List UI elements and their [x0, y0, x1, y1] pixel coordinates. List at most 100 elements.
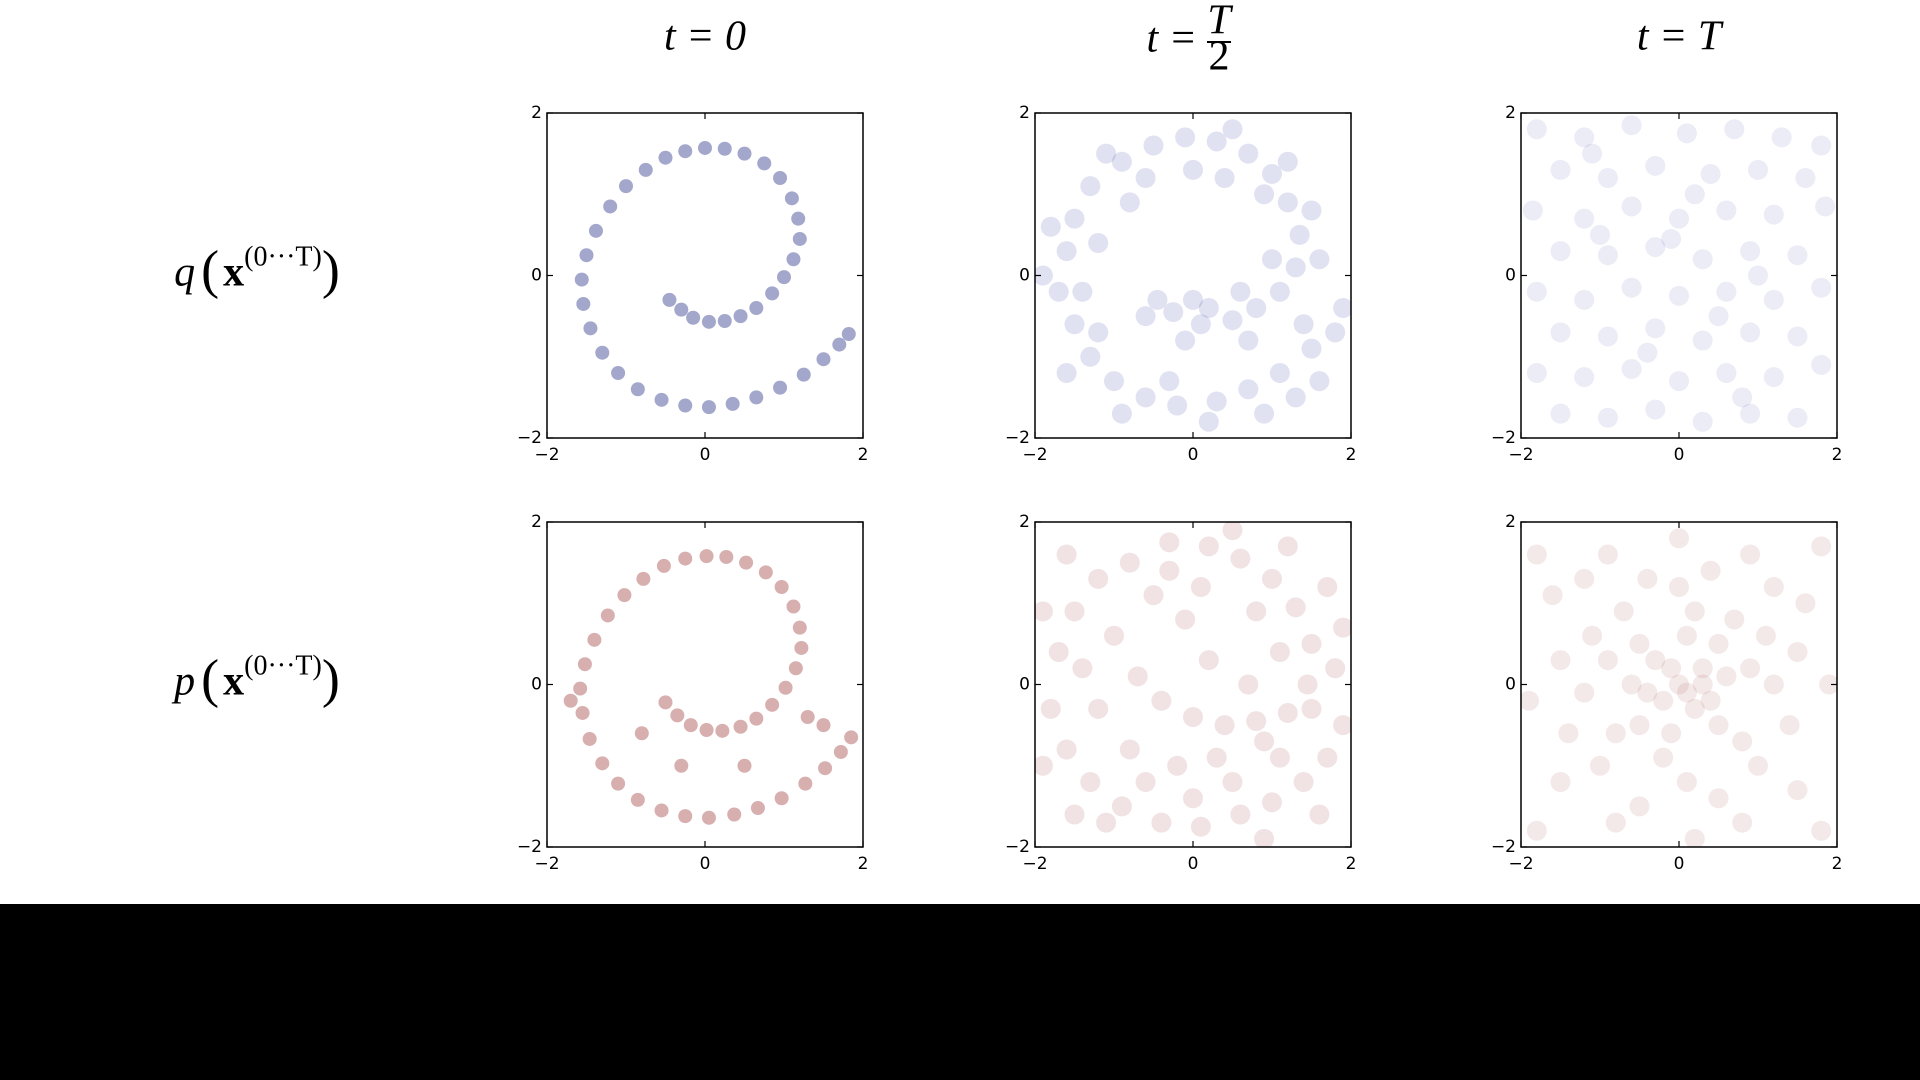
x-tick-label: 0: [700, 854, 711, 874]
point: [1147, 289, 1168, 310]
point: [1135, 772, 1156, 792]
point: [587, 632, 602, 647]
point: [1716, 363, 1737, 383]
point: [792, 620, 807, 635]
point: [579, 248, 594, 263]
point: [1064, 314, 1085, 335]
y-tick-label: 0: [1019, 675, 1030, 695]
point: [1289, 224, 1310, 245]
point: [1574, 367, 1595, 388]
x-tick-label: 0: [1674, 854, 1685, 874]
point: [1222, 119, 1243, 140]
point: [1293, 772, 1314, 792]
point: [1550, 159, 1571, 180]
point: [1748, 265, 1768, 286]
point: [1763, 367, 1784, 388]
point: [1325, 322, 1346, 343]
row-label-part: ): [322, 649, 340, 709]
point: [833, 744, 848, 759]
point: [1708, 306, 1729, 327]
point: [1277, 151, 1298, 172]
point: [765, 697, 780, 712]
point: [1582, 625, 1603, 646]
point: [1163, 302, 1184, 323]
point: [1550, 772, 1571, 792]
x-tick-label: −2: [1022, 854, 1047, 874]
point: [1815, 196, 1836, 217]
point: [1277, 702, 1298, 723]
x-tick-label: 2: [1346, 854, 1357, 874]
point: [1254, 184, 1275, 205]
point: [678, 398, 693, 413]
point: [1056, 739, 1077, 760]
y-tick-label: 0: [1019, 266, 1030, 286]
point: [1269, 747, 1290, 768]
row-label-part: q: [174, 249, 195, 295]
point: [784, 191, 799, 206]
point: [1590, 224, 1610, 245]
point: [1269, 363, 1290, 383]
point: [658, 150, 673, 165]
point: [1700, 163, 1721, 184]
point: [1119, 739, 1140, 760]
point: [1198, 411, 1219, 432]
point: [1597, 168, 1618, 188]
point: [1700, 560, 1721, 581]
point: [1080, 176, 1101, 197]
row-label-part: x: [223, 249, 244, 295]
x-tick-label: 0: [700, 445, 711, 465]
point: [1740, 322, 1761, 343]
point: [1135, 168, 1156, 188]
point: [574, 272, 589, 287]
point: [1684, 828, 1705, 847]
points: [1522, 115, 1836, 432]
point: [1692, 411, 1713, 432]
point: [1175, 127, 1196, 148]
point: [1035, 601, 1053, 622]
point: [1088, 322, 1109, 343]
point: [1206, 747, 1227, 768]
x-tick-label: 2: [858, 445, 869, 465]
point: [1645, 155, 1666, 176]
point: [1151, 812, 1172, 833]
point: [1159, 560, 1180, 581]
point: [1230, 548, 1251, 569]
point: [1590, 755, 1610, 776]
point: [773, 380, 788, 395]
y-tick-label: −2: [1491, 428, 1516, 448]
point: [1550, 322, 1571, 343]
point: [1629, 633, 1650, 654]
point: [701, 400, 716, 415]
point: [1629, 796, 1650, 817]
row-label-part: (0···T): [244, 651, 322, 682]
point: [638, 162, 653, 177]
point: [1277, 192, 1298, 213]
point: [1035, 265, 1053, 286]
point: [1669, 371, 1689, 392]
point: [1104, 625, 1124, 646]
point: [1613, 601, 1634, 622]
x-tick-label: 2: [858, 854, 869, 874]
point: [786, 252, 801, 267]
point: [1692, 249, 1713, 270]
point: [1238, 379, 1259, 400]
point: [816, 352, 831, 367]
point: [1763, 674, 1784, 695]
point: [1574, 289, 1595, 310]
point: [1183, 788, 1203, 809]
point: [1040, 216, 1061, 237]
x-tick-label: 2: [1346, 445, 1357, 465]
point: [611, 776, 626, 791]
y-tick-label: −2: [1491, 837, 1516, 857]
point: [1684, 698, 1705, 719]
point: [573, 681, 588, 696]
point: [1669, 208, 1689, 229]
point: [1254, 828, 1275, 847]
point: [1661, 658, 1682, 679]
point: [765, 286, 780, 301]
point: [1190, 577, 1211, 597]
point: [786, 599, 801, 614]
point: [1542, 585, 1563, 606]
row-label-part: p: [171, 658, 195, 704]
